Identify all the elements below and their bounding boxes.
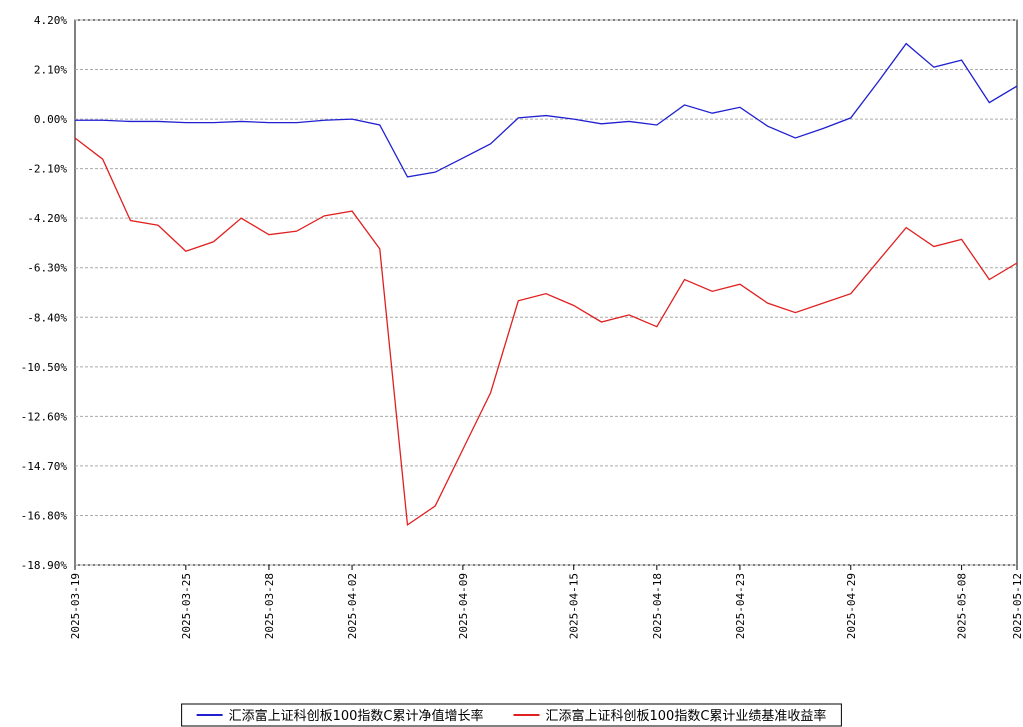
- x-tick-label: 2025-04-18: [651, 573, 664, 639]
- x-tick-label: 2025-04-15: [568, 573, 581, 639]
- y-tick-label: -14.70%: [21, 460, 68, 473]
- x-tick-label: 2025-03-25: [180, 573, 193, 639]
- y-tick-label: -4.20%: [27, 212, 67, 225]
- y-tick-label: -16.80%: [21, 509, 68, 522]
- x-tick-label: 2025-04-09: [457, 573, 470, 639]
- y-tick-label: -12.60%: [21, 410, 68, 423]
- x-tick-label: 2025-05-12: [1011, 573, 1023, 639]
- x-tick-label: 2025-03-28: [263, 573, 276, 639]
- plot-frame: [74, 19, 1018, 566]
- series-line: [74, 137, 1018, 527]
- legend-label: 汇添富上证科创板100指数C累计业绩基准收益率: [546, 708, 827, 724]
- x-tick-label: 2025-04-02: [346, 573, 359, 639]
- legend: 汇添富上证科创板100指数C累计净值增长率 汇添富上证科创板100指数C累计业绩基…: [181, 703, 842, 727]
- y-tick-label: 4.20%: [34, 14, 67, 27]
- y-tick-label: -6.30%: [27, 262, 67, 275]
- x-tick-label: 2025-05-08: [956, 573, 969, 639]
- x-tick-label: 2025-04-23: [734, 573, 747, 639]
- y-tick-label: -2.10%: [27, 163, 67, 176]
- y-tick-label: -8.40%: [27, 311, 67, 324]
- y-tick-label: 0.00%: [34, 113, 67, 126]
- legend-label: 汇添富上证科创板100指数C累计净值增长率: [229, 708, 484, 724]
- x-tick-label: 2025-04-29: [845, 573, 858, 639]
- y-tick-label: -18.90%: [21, 559, 68, 572]
- y-tick-label: 2.10%: [34, 64, 67, 77]
- y-tick-label: -10.50%: [21, 361, 68, 374]
- legend-box: [181, 703, 842, 727]
- x-tick-label: 2025-03-19: [69, 573, 82, 639]
- series-line: [75, 42, 1018, 178]
